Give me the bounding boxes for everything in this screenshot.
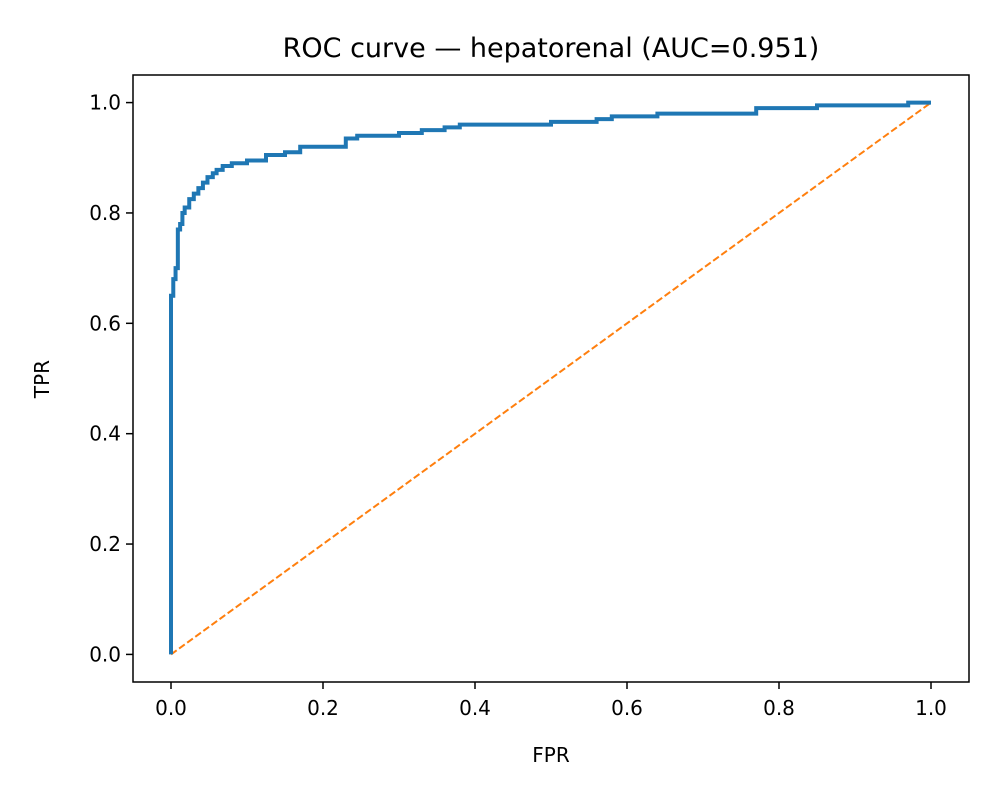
y-ticks: 0.0 0.2 0.4 0.6 0.8 1.0 [89, 91, 133, 666]
plot-area [132, 74, 970, 683]
x-axis-label: FPR [532, 743, 570, 767]
x-tick-label: 0.4 [459, 696, 491, 720]
x-tick-label: 0.2 [307, 696, 339, 720]
x-tick-label: 0.8 [763, 696, 795, 720]
axes-frame [132, 74, 970, 683]
y-tick-label: 0.0 [89, 642, 121, 666]
y-axis-label: TPR [30, 360, 54, 399]
y-tick-label: 0.8 [89, 201, 121, 225]
y-tick-label: 1.0 [89, 91, 121, 115]
y-tick-label: 0.4 [89, 422, 121, 446]
x-tick-label: 0.6 [611, 696, 643, 720]
chance-line [170, 101, 932, 656]
x-tick-label: 1.0 [915, 696, 947, 720]
y-tick-label: 0.2 [89, 532, 121, 556]
x-tick-label: 0.0 [155, 696, 187, 720]
chart-title: ROC curve — hepatorenal (AUC=0.951) [283, 33, 820, 64]
series-layer [169, 100, 932, 656]
roc-curve-line [169, 100, 931, 655]
y-tick-label: 0.6 [89, 311, 121, 335]
x-ticks: 0.0 0.2 0.4 0.6 0.8 1.0 [155, 682, 947, 720]
